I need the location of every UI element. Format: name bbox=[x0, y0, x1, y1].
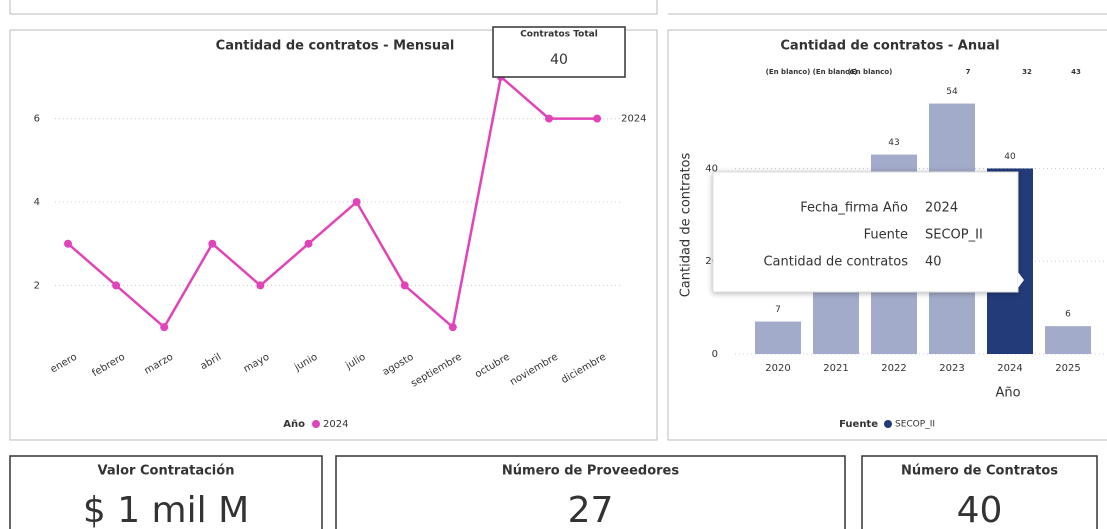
kpi-value: $ 1 mil M bbox=[83, 490, 249, 529]
data-label: 40 bbox=[1004, 152, 1016, 162]
annotation: (En blanco) bbox=[813, 68, 858, 76]
chart-title: Cantidad de contratos - Anual bbox=[780, 39, 999, 54]
tooltip-value: SECOP_II bbox=[925, 228, 983, 243]
data-label: 54 bbox=[946, 87, 958, 97]
kpi-title: Número de Proveedores bbox=[502, 464, 679, 479]
series-label: 2024 bbox=[621, 114, 646, 125]
bar bbox=[1045, 326, 1091, 354]
annotation: 32 bbox=[1022, 68, 1032, 76]
kpi-title: Número de Contratos bbox=[901, 464, 1058, 479]
data-label: 6 bbox=[1065, 310, 1071, 320]
top-panels bbox=[9, 0, 1107, 15]
data-point bbox=[352, 198, 361, 206]
kpi-card bbox=[861, 455, 1098, 529]
legend-marker bbox=[312, 420, 320, 428]
kpi-value: 40 bbox=[957, 490, 1003, 529]
x-tick-label: 2023 bbox=[939, 363, 964, 374]
legend-label: 2024 bbox=[323, 419, 348, 430]
data-point bbox=[448, 323, 457, 332]
tooltip-label: Cantidad de contratos bbox=[763, 255, 908, 270]
chart-title: Cantidad de contratos - Mensual bbox=[216, 39, 455, 54]
legend-label: SECOP_II bbox=[895, 420, 935, 430]
data-point bbox=[545, 114, 553, 123]
y-tick-label: 4 bbox=[34, 197, 40, 208]
data-label: 43 bbox=[888, 138, 899, 148]
legend-title: Fuente bbox=[839, 419, 878, 430]
tooltip-value: 2024 bbox=[925, 201, 958, 216]
tooltip-box bbox=[712, 171, 1019, 293]
data-point bbox=[256, 281, 265, 290]
total-card bbox=[492, 26, 626, 78]
y-axis-title: Cantidad de contratos bbox=[679, 153, 694, 298]
x-axis-title: Año bbox=[995, 386, 1020, 401]
tooltip-label: Fuente bbox=[864, 228, 908, 243]
data-point bbox=[160, 323, 169, 332]
kpi-card bbox=[9, 455, 323, 529]
y-tick-label: 40 bbox=[705, 163, 718, 174]
y-tick-label: 2 bbox=[34, 280, 40, 291]
y-tick-label: 0 bbox=[712, 349, 718, 360]
kpi-card bbox=[335, 455, 846, 529]
tooltip-label: Fecha_firma Año bbox=[800, 201, 908, 216]
total-card-value: 40 bbox=[550, 52, 568, 68]
x-tick-label: 2024 bbox=[997, 363, 1022, 374]
x-tick-label: 2021 bbox=[823, 363, 848, 374]
annotation: (En blanco) bbox=[848, 68, 893, 76]
data-label: 7 bbox=[775, 305, 781, 315]
tooltip-value: 40 bbox=[925, 255, 942, 270]
line-panel bbox=[9, 29, 658, 441]
legend-title: Año bbox=[283, 419, 305, 430]
x-tick-label: 2022 bbox=[881, 363, 906, 374]
kpi-value: 27 bbox=[568, 490, 614, 529]
x-tick-label: 2025 bbox=[1055, 363, 1080, 374]
series-line bbox=[67, 74, 598, 330]
tooltip-arrow bbox=[1018, 272, 1024, 288]
annotation: 7 bbox=[966, 68, 971, 76]
data-point bbox=[208, 239, 217, 248]
total-card-title: Contratos Total bbox=[520, 30, 598, 40]
data-point bbox=[304, 239, 313, 248]
data-point bbox=[112, 281, 121, 290]
y-tick-label: 20 bbox=[705, 256, 718, 267]
data-point bbox=[593, 114, 602, 123]
legend-marker bbox=[884, 420, 892, 428]
data-point bbox=[64, 239, 72, 248]
y-tick-label: 6 bbox=[34, 114, 40, 125]
kpi-title: Valor Contratación bbox=[98, 464, 235, 479]
x-tick-label: 2020 bbox=[765, 363, 790, 374]
annotation: 43 bbox=[1071, 68, 1081, 76]
data-point bbox=[400, 281, 409, 290]
bar bbox=[755, 321, 801, 354]
annotation: (En blanco) bbox=[766, 68, 811, 76]
